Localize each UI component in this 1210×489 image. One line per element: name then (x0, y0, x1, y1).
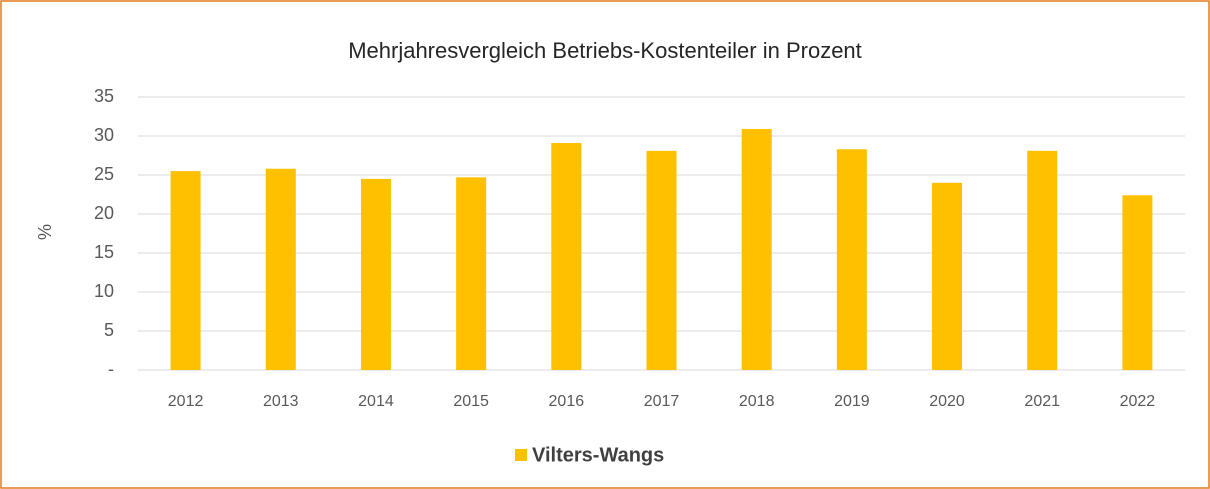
x-tick-label: 2020 (929, 393, 965, 410)
legend-swatch (515, 449, 527, 461)
y-tick-label: 5 (104, 320, 114, 340)
x-tick-label: 2019 (834, 393, 870, 410)
x-tick-label: 2022 (1120, 393, 1156, 410)
x-tick-label: 2017 (644, 393, 680, 410)
x-tick-label: 2013 (263, 393, 299, 410)
y-tick-label: 15 (94, 242, 114, 262)
y-tick-label: - (108, 359, 114, 379)
bar (741, 128, 772, 370)
y-tick-label: 10 (94, 281, 114, 301)
bar (1027, 150, 1058, 370)
y-tick-label: 30 (94, 125, 114, 145)
x-tick-label: 2018 (739, 393, 775, 410)
y-tick-label: 35 (94, 86, 114, 106)
x-tick-label: 2021 (1024, 393, 1060, 410)
bar (265, 168, 296, 370)
bar (170, 171, 201, 370)
bar (932, 182, 963, 370)
x-tick-label: 2015 (453, 393, 489, 410)
legend-label: Vilters-Wangs (532, 444, 664, 466)
bar (646, 150, 677, 370)
bar (456, 177, 487, 370)
y-tick-label: 25 (94, 164, 114, 184)
x-tick-label: 2016 (549, 393, 585, 410)
y-axis-label: % (35, 224, 55, 240)
bar (551, 143, 582, 370)
x-tick-label: 2012 (168, 393, 204, 410)
bar (360, 178, 391, 370)
bar (1122, 195, 1153, 370)
bar (836, 149, 867, 370)
y-tick-label: 20 (94, 203, 114, 223)
x-tick-label: 2014 (358, 393, 394, 410)
chart-title: Mehrjahresvergleich Betriebs-Kostenteile… (348, 38, 862, 63)
